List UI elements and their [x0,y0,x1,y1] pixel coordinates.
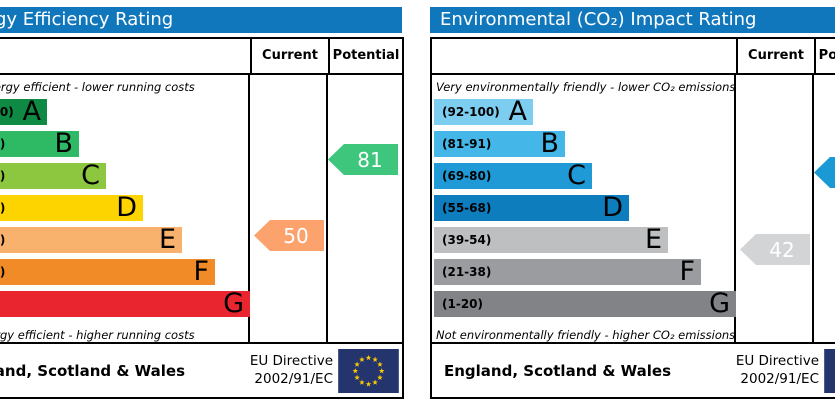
co2-band-c: (69-80) C [434,160,592,191]
co2-chart-title: Environmental (CO₂) Impact Rating [430,7,835,33]
co2-potential-column-header: Potential [818,48,835,63]
co2-band-g: (1-20) G [434,288,736,319]
co2-band-b: (81-91) B [434,128,565,159]
co2-chart-footer: England, Scotland & Wales EU Directive 2… [432,342,835,397]
band-range-label: (55-68) [442,201,492,215]
co2-current-rating-value: 42 [769,237,795,262]
energy-potential-column: 81 [328,75,400,342]
co2-potential-rating-arrow [814,157,835,188]
band-range-label: (81-91) [0,137,6,151]
co2-band-d: (55-68) D [434,192,629,223]
energy-band-g: (1-20) G [0,288,250,319]
co2-top-note: Very environmentally friendly - lower CO… [436,80,736,94]
eu-flag-icon [338,348,399,393]
band-letter: C [567,160,586,191]
energy-chart-title: Energy Efficiency Rating [0,7,402,33]
energy-chart-footer: England, Scotland & Wales EU Directive 2… [0,342,402,397]
co2-potential-column [814,75,835,342]
band-letter: B [540,128,559,159]
band-range-label: (92-100) [442,105,500,119]
band-range-label: (69-80) [0,169,6,183]
band-letter: D [116,192,137,223]
band-range-label: (81-91) [442,137,492,151]
energy-current-column-header: Current [252,39,330,73]
co2-chart-body: Very environmentally friendly - lower CO… [432,75,835,342]
energy-bands-area: Very energy efficient - lower running co… [0,75,250,342]
energy-potential-rating-value: 81 [357,147,383,172]
energy-band-a: (92-100) A [0,96,47,127]
region-label: England, Scotland & Wales [0,361,186,380]
energy-current-rating-arrow: 50 [254,220,324,251]
band-letter: E [158,224,176,255]
band-range-label: (69-80) [442,169,492,183]
band-letter: B [54,128,73,159]
co2-header-spacer [432,39,738,73]
co2-chart-table: Current Potential Very environmentally f… [430,37,835,399]
energy-band-f: (21-38) F [0,256,215,287]
energy-chart-body: Very energy efficient - lower running co… [0,75,402,342]
band-range-label: (39-54) [442,233,492,247]
energy-current-rating-value: 50 [283,223,309,248]
band-letter: C [81,160,100,191]
band-letter: F [679,256,695,287]
band-letter: G [223,288,244,319]
co2-band-e: (39-54) E [434,224,668,255]
co2-band-a: (92-100) A [434,96,533,127]
energy-header-spacer [0,39,252,73]
co2-header-row: Current Potential [432,39,835,75]
energy-efficiency-chart: Energy Efficiency Rating Current Potenti… [0,7,404,399]
eu-directive-label: EU Directive 2002/91/EC [735,352,819,387]
band-range-label: (21-38) [0,265,6,279]
energy-bottom-note: Not energy efficient - higher running co… [0,328,195,342]
energy-top-note: Very energy efficient - lower running co… [0,80,195,94]
region-label: England, Scotland & Wales [444,361,672,380]
energy-band-b: (81-91) B [0,128,79,159]
band-letter: F [193,256,209,287]
energy-band-e: (39-54) E [0,224,182,255]
energy-band-d: (55-68) D [0,192,143,223]
band-range-label: (1-20) [442,297,483,311]
energy-potential-column-header: Potential [332,48,400,63]
energy-current-column: 50 [250,75,328,342]
band-letter: D [602,192,623,223]
band-letter: A [508,96,527,127]
co2-current-rating-arrow: 42 [740,234,810,265]
co2-bands-area: Very environmentally friendly - lower CO… [432,75,736,342]
energy-chart-table: Current Potential Very energy efficient … [0,37,404,399]
energy-header-row: Current Potential [0,39,402,75]
band-range-label: (55-68) [0,201,6,215]
band-letter: E [644,224,662,255]
band-range-label: (92-100) [0,105,14,119]
band-range-label: (21-38) [442,265,492,279]
eu-flag-icon [824,348,835,393]
energy-band-c: (69-80) C [0,160,106,191]
co2-bottom-note: Not environmentally friendly - higher CO… [436,328,736,342]
eu-directive-label: EU Directive 2002/91/EC [249,352,333,387]
band-letter: G [709,288,730,319]
band-letter: A [22,96,41,127]
co2-current-column: 42 [736,75,814,342]
co2-impact-chart: Environmental (CO₂) Impact Rating Curren… [430,7,835,399]
co2-band-f: (21-38) F [434,256,701,287]
co2-current-column-header: Current [738,39,816,73]
band-range-label: (39-54) [0,233,6,247]
energy-potential-rating-arrow: 81 [328,144,398,175]
